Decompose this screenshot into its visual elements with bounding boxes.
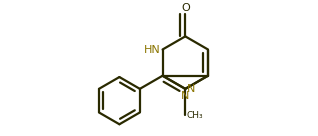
Text: HN: HN	[144, 44, 160, 55]
Text: O: O	[181, 3, 190, 13]
Text: N: N	[181, 91, 190, 101]
Text: N: N	[186, 84, 195, 94]
Text: CH₃: CH₃	[187, 111, 204, 120]
